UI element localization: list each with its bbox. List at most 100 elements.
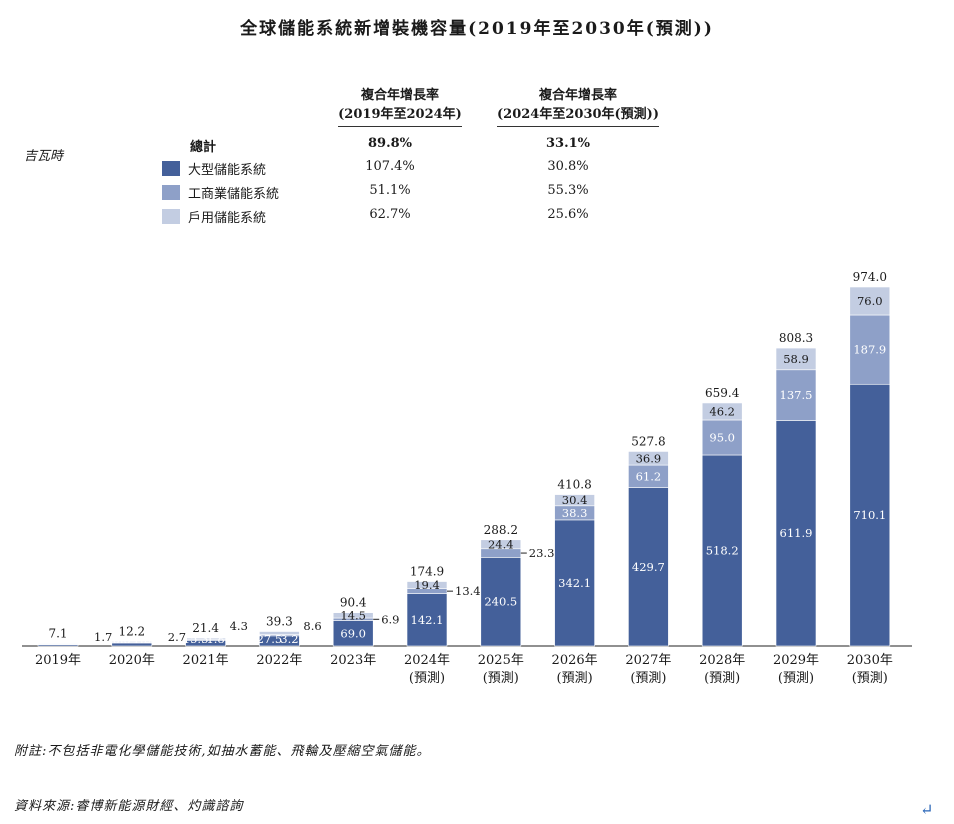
x-tick-label-2-0: 2021年: [183, 653, 229, 668]
legend-swatch-large: [162, 160, 180, 176]
total-label-11: 974.0: [853, 270, 887, 284]
bar-large-6: [480, 557, 522, 647]
x-tick-label-10-1: (預測): [778, 671, 814, 686]
total-label-10: 808.3: [779, 331, 813, 345]
total-label-7: 410.8: [557, 478, 591, 492]
legend-row-commercial: 工商業儲能系統: [162, 183, 280, 202]
cagr-header-2-line2: (2024年至2030年(預測)): [497, 105, 659, 127]
return-arrow-icon: ↵: [920, 800, 934, 819]
total-label-0: 7.1: [48, 626, 67, 640]
seg-label-0-10: 611.9: [780, 526, 813, 540]
seg-label-1-2: 1.8: [206, 632, 224, 646]
x-tick-label-1-0: 2020年: [109, 653, 155, 668]
seg-label-0-2: 15.3: [183, 632, 209, 646]
x-tick-label-9-1: (預測): [704, 671, 740, 686]
total-label-9: 659.4: [705, 386, 740, 400]
cagr2-residential: 25.6%: [547, 207, 589, 222]
cagr-header-2: 複合年增長率 (2024年至2030年(預測)): [478, 86, 678, 127]
legend-swatch-residential: [162, 208, 180, 224]
bar-residential-3: [259, 631, 300, 635]
bar-residential-6: [480, 539, 522, 550]
bar-residential-0: [37, 643, 79, 645]
cagr1-total: 89.8%: [367, 136, 412, 151]
bar-commercial-10: [775, 369, 817, 421]
seg-label-2-8: 36.9: [636, 451, 662, 465]
seg-label-0-3: 27.5: [257, 632, 283, 646]
bar-commercial-11: [849, 314, 891, 385]
seg-label-1-6: 23.3: [529, 546, 555, 560]
x-tick-label-0-0: 2019年: [35, 653, 81, 668]
cagr2-commercial: 55.3%: [547, 183, 589, 198]
x-tick-label-11-0: 2030年: [847, 653, 893, 668]
seg-label-1-7: 38.3: [562, 506, 588, 520]
bar-residential-7: [554, 494, 595, 507]
seg-label-2-9: 46.2: [709, 404, 735, 418]
bar-large-5: [406, 593, 448, 647]
seg-label-1-11: 187.9: [853, 343, 886, 357]
x-tick-label-4-0: 2023年: [330, 653, 376, 668]
x-tick-label-7-0: 2026年: [552, 653, 598, 668]
legend-row-total: 總計: [190, 136, 217, 155]
x-tick-label-8-1: (預測): [630, 671, 666, 686]
cagr-header-2-line1: 複合年增長率: [538, 88, 617, 103]
cagr2-total: 33.1%: [545, 136, 590, 151]
bar-large-9: [701, 454, 743, 647]
seg-label-1-9: 95.0: [709, 430, 735, 444]
legend-row-large: 大型儲能系統: [162, 159, 267, 178]
total-label-1: 12.2: [118, 625, 145, 639]
total-label-6: 288.2: [484, 523, 518, 537]
seg-label-0-7: 342.1: [558, 576, 591, 590]
bar-residential-10: [775, 347, 817, 371]
seg-label-0-4: 69.0: [340, 626, 366, 640]
legend-row-residential: 戶用儲能系統: [162, 207, 266, 226]
legend-label-large: 大型儲能系統: [188, 162, 267, 178]
bar-residential-11: [849, 286, 891, 316]
cagr1-residential: 62.7%: [369, 207, 411, 222]
total-label-8: 527.8: [631, 434, 665, 448]
seg-label-1-1: 1.2: [133, 632, 151, 646]
seg-label-0-11: 710.1: [853, 508, 886, 522]
seg-label-2-3: 8.6: [303, 619, 321, 633]
x-tick-label-9-0: 2028年: [699, 653, 745, 668]
seg-label-1-5: 13.4: [455, 584, 481, 598]
bar-commercial-9: [701, 419, 743, 456]
seg-label-0-6: 240.5: [484, 595, 517, 609]
footnote: 附註:不包括非電化學儲能技術,如抽水蓄能、飛輪及壓縮空氣儲能。: [14, 744, 431, 759]
x-tick-label-6-1: (預測): [483, 671, 519, 686]
x-tick-label-8-0: 2027年: [625, 653, 671, 668]
x-tick-label-5-0: 2024年: [404, 653, 450, 668]
legend-label-total: 總計: [190, 139, 217, 155]
x-tick-label-11-1: (預測): [852, 671, 888, 686]
seg-label-1-10: 137.5: [780, 388, 813, 402]
seg-label-0-0: 3.7: [39, 632, 57, 646]
bar-residential-4: [332, 612, 374, 619]
cagr-header-1-line1: 複合年增長率: [360, 88, 439, 103]
legend-swatch-commercial: [162, 184, 180, 200]
bar-large-4: [332, 620, 374, 647]
cagr1-commercial: 51.1%: [369, 183, 411, 198]
seg-label-2-1: 2.7: [168, 630, 186, 644]
legend-label-commercial: 工商業儲能系統: [188, 186, 280, 202]
total-label-4: 90.4: [340, 596, 367, 610]
x-tick-label-7-1: (預測): [557, 671, 593, 686]
seg-label-0-9: 518.2: [706, 544, 739, 558]
bar-residential-1: [111, 641, 153, 643]
cagr-header-1: 複合年增長率 (2019年至2024年): [330, 86, 470, 127]
cagr-header-1-line2: (2019年至2024年): [338, 105, 462, 127]
cagr1-large: 107.4%: [365, 159, 415, 174]
bar-residential-5: [406, 581, 448, 589]
total-label-5: 174.9: [410, 565, 444, 579]
unit-label: 吉瓦時: [24, 149, 64, 164]
seg-label-2-5: 19.4: [414, 578, 440, 592]
seg-label-1-3: 3.2: [280, 632, 298, 646]
bar-large-7: [554, 519, 595, 647]
total-label-3: 39.3: [266, 615, 293, 629]
cagr2-large: 30.8%: [547, 159, 589, 174]
seg-label-2-11: 76.0: [857, 294, 883, 308]
seg-label-0-8: 429.7: [632, 560, 665, 574]
seg-label-1-4: 6.9: [381, 612, 399, 626]
seg-label-2-4: 14.5: [340, 608, 366, 622]
seg-label-2-6: 24.4: [488, 537, 514, 551]
x-tick-label-5-1: (預測): [409, 671, 445, 686]
seg-label-2-0: 1.7: [94, 630, 112, 644]
